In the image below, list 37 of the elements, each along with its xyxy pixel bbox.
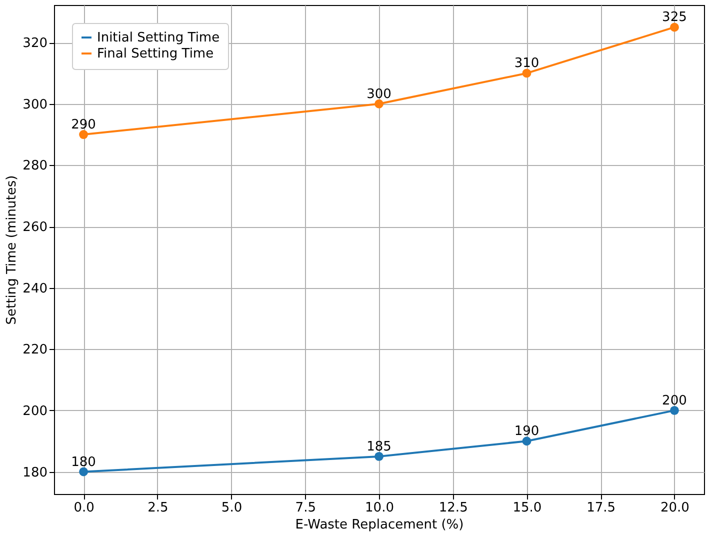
y-tick-label: 180 bbox=[22, 465, 48, 480]
point bbox=[670, 406, 679, 415]
y-tick-label: 320 bbox=[22, 36, 48, 52]
data-label: 310 bbox=[514, 56, 540, 72]
y-tick-label: 220 bbox=[22, 342, 48, 358]
data-label: 185 bbox=[366, 439, 392, 454]
point bbox=[374, 452, 384, 461]
y-tick-label: 280 bbox=[22, 158, 48, 174]
data-label: 290 bbox=[71, 118, 96, 133]
y-tick-label: 200 bbox=[22, 404, 48, 419]
legend-label: Initial Setting Time bbox=[97, 30, 220, 46]
point bbox=[374, 99, 384, 108]
point bbox=[522, 68, 532, 78]
x-tick-label: 7.5 bbox=[295, 500, 316, 516]
x-tick-label: 2.5 bbox=[148, 500, 168, 516]
data-label: 325 bbox=[662, 10, 687, 26]
x-tick-label: 17.5 bbox=[586, 500, 616, 516]
x-axis-title: E-Waste Replacement (%) bbox=[295, 518, 464, 532]
point bbox=[79, 467, 88, 476]
legend-label: Final Setting Time bbox=[97, 46, 214, 62]
x-tick-label: 10.0 bbox=[365, 500, 394, 516]
point bbox=[670, 22, 679, 32]
x-tick-label: 12.5 bbox=[438, 500, 468, 516]
point bbox=[522, 436, 532, 446]
data-label: 180 bbox=[71, 454, 96, 470]
y-tick-label: 300 bbox=[22, 97, 48, 112]
x-tick-label: 5.0 bbox=[221, 500, 242, 516]
data-label: 200 bbox=[662, 393, 687, 408]
y-tick-label: 260 bbox=[22, 220, 48, 236]
y-tick-label: 240 bbox=[22, 281, 48, 296]
point bbox=[79, 130, 88, 139]
x-tick-label: 15.0 bbox=[512, 500, 542, 516]
data-label: 190 bbox=[514, 424, 540, 440]
data-label: 300 bbox=[366, 86, 392, 102]
y-axis-title: Setting Time (minutes) bbox=[4, 175, 20, 325]
x-tick-label: 0.0 bbox=[74, 500, 94, 516]
x-tick-label: 20.0 bbox=[660, 500, 690, 516]
